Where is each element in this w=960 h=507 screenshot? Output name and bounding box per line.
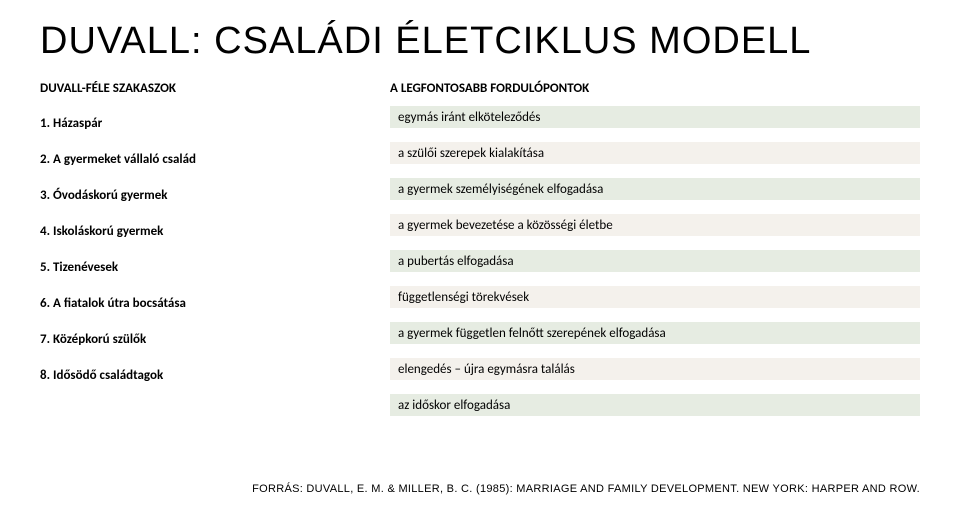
- left-header: DUVALL-FÉLE SZAKASZOK: [40, 81, 330, 96]
- stage-item: 5. Tizenévesek: [40, 250, 330, 286]
- left-column: DUVALL-FÉLE SZAKASZOK 1. Házaspár 2. A g…: [40, 81, 330, 430]
- stage-item: 7. Középkorú szülők: [40, 322, 330, 358]
- stage-item: 2. A gyermeket vállaló család: [40, 142, 330, 178]
- stage-item: 4. Iskoláskorú gyermek: [40, 214, 330, 250]
- stage-item: 1. Házaspár: [40, 106, 330, 142]
- turning-point-row: a gyermek független felnőtt szerepének e…: [390, 322, 920, 344]
- turning-point-row: egymás iránt elköteleződés: [390, 106, 920, 128]
- turning-point-row: az időskor elfogadása: [390, 394, 920, 416]
- turning-point-row: a pubertás elfogadása: [390, 250, 920, 272]
- turning-point-row: a gyermek személyiségének elfogadása: [390, 178, 920, 200]
- turning-point-row: a gyermek bevezetése a közösségi életbe: [390, 214, 920, 236]
- slide: DUVALL: CSALÁDI ÉLETCIKLUS MODELL DUVALL…: [0, 0, 960, 507]
- turning-point-row: a szülői szerepek kialakítása: [390, 142, 920, 164]
- turning-point-row: függetlenségi törekvések: [390, 286, 920, 308]
- slide-title: DUVALL: CSALÁDI ÉLETCIKLUS MODELL: [40, 20, 920, 63]
- stage-item: 6. A fiatalok útra bocsátása: [40, 286, 330, 322]
- stage-item: 8. Idősödő családtagok: [40, 358, 330, 394]
- turning-point-row: elengedés – újra egymásra találás: [390, 358, 920, 380]
- columns: DUVALL-FÉLE SZAKASZOK 1. Házaspár 2. A g…: [40, 81, 920, 430]
- right-header: A LEGFONTOSABB FORDULÓPONTOK: [390, 81, 920, 96]
- stage-item: 3. Óvodáskorú gyermek: [40, 178, 330, 214]
- source-citation: FORRÁS: DUVALL, E. M. & MILLER, B. C. (1…: [252, 483, 920, 495]
- right-column: A LEGFONTOSABB FORDULÓPONTOK egymás irán…: [390, 81, 920, 430]
